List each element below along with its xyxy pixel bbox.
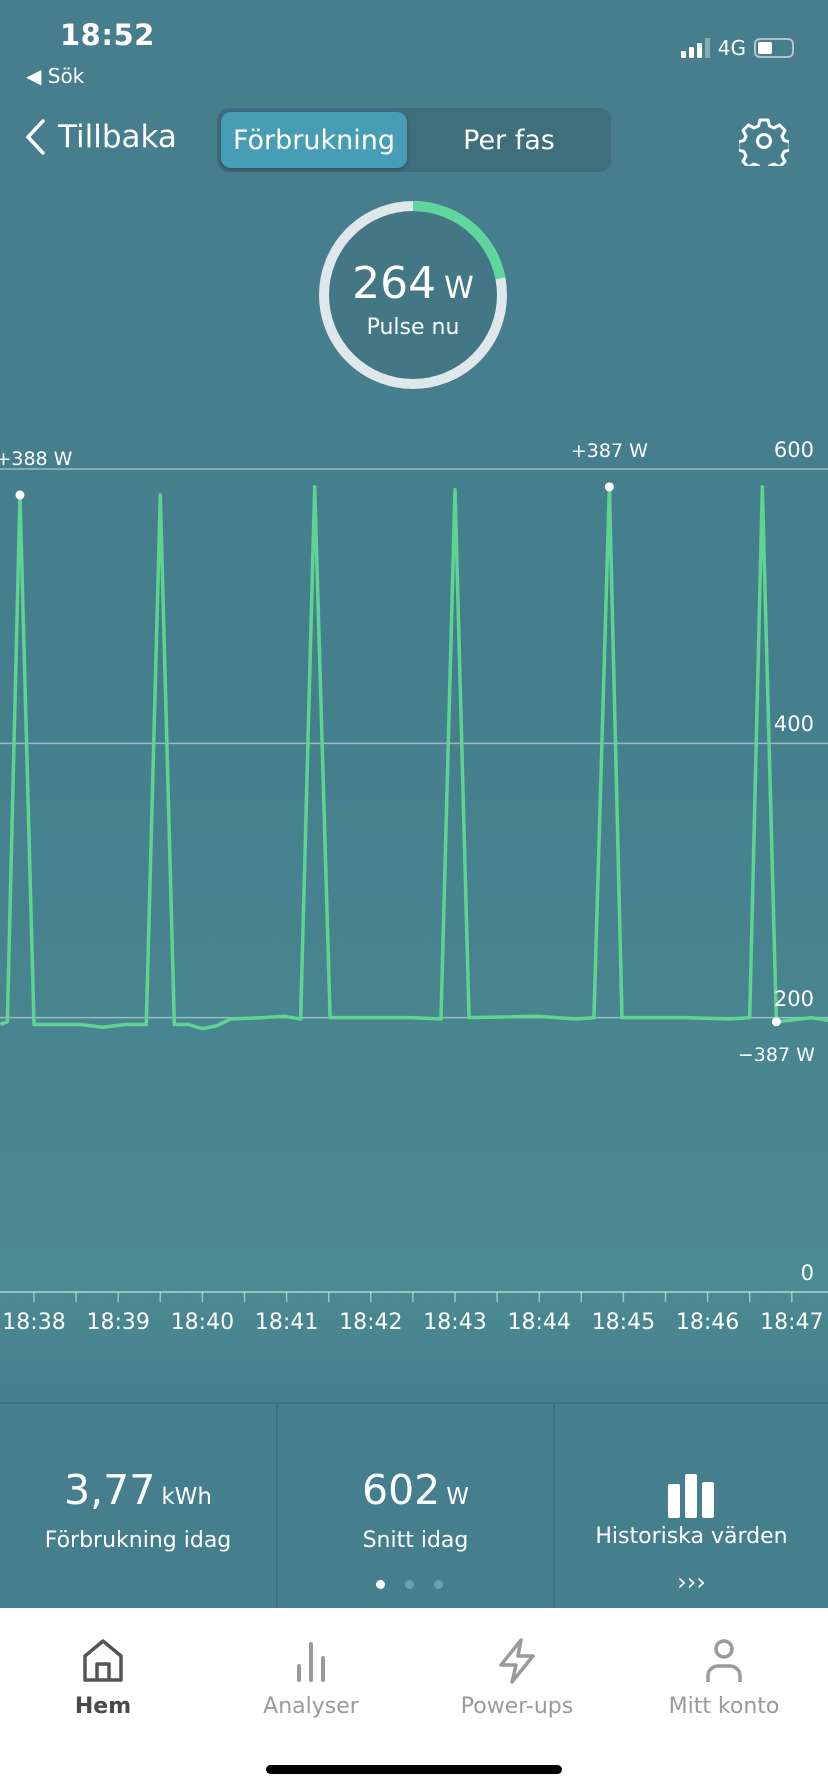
bar-chart-icon — [668, 1474, 714, 1518]
live-power-unit: W — [444, 271, 474, 306]
tab-label: Power-ups — [460, 1694, 574, 1719]
annotation-label: −387 W — [737, 1043, 815, 1066]
power-line — [0, 485, 828, 1031]
live-power-label: Pulse nu — [366, 315, 460, 340]
user-icon — [706, 1639, 742, 1682]
stat-value: 602 — [361, 1466, 441, 1514]
y-tick-label: 400 — [773, 712, 814, 737]
lightning-icon — [499, 1638, 535, 1684]
back-button[interactable]: Tillbaka — [24, 118, 177, 156]
view-segmented-control: Förbrukning Per fas — [217, 108, 611, 172]
power-chart[interactable] — [0, 0, 828, 1400]
stat-unit: W — [446, 1484, 469, 1510]
annotation-label: +388 W — [0, 448, 73, 471]
annotation-dot — [604, 482, 614, 492]
stat-label: Historiska värden — [595, 1524, 788, 1549]
signal-icon — [680, 38, 710, 58]
home-icon — [83, 1639, 123, 1682]
battery-icon — [754, 38, 794, 58]
y-tick-label: 0 — [800, 1261, 814, 1285]
y-tick-label: 200 — [773, 986, 814, 1011]
home-indicator[interactable] — [266, 1765, 562, 1774]
back-app-label: Sök — [47, 64, 85, 88]
page-indicator[interactable] — [376, 1580, 443, 1589]
x-tick-label: 18:40 — [170, 1310, 235, 1335]
annotation-label: +387 W — [570, 439, 648, 462]
x-tick-label: 18:41 — [254, 1310, 319, 1335]
tab-bar: Hem Analyser Power-ups Mitt konto — [0, 1608, 828, 1792]
x-tick-label: 18:47 — [760, 1310, 824, 1335]
x-tick-label: 18:42 — [339, 1310, 403, 1335]
x-tick-label: 18:44 — [507, 1310, 571, 1335]
annotation-dot — [771, 1017, 781, 1027]
divider — [276, 1404, 278, 1610]
x-tick-label: 18:39 — [86, 1310, 150, 1335]
analytics-icon — [297, 1642, 325, 1682]
live-power-readout: 264 W Pulse nu — [313, 258, 513, 340]
stat-label: Förbrukning idag — [44, 1528, 232, 1553]
page-dot[interactable] — [434, 1580, 443, 1589]
stat-consumption-today: 3,77 kWh Förbrukning idag — [0, 1404, 276, 1610]
ring-progress-arc — [319, 201, 507, 389]
live-power-ring — [319, 201, 507, 389]
stats-panel: 3,77 kWh Förbrukning idag 602 W Snitt idag… — [0, 1402, 828, 1610]
tab-hem[interactable]: Hem — [3, 1638, 203, 1719]
back-label: Tillbaka — [58, 119, 177, 155]
tab-analyser[interactable]: Analyser — [211, 1638, 411, 1719]
stat-average-today: 602 W Snitt idag — [278, 1404, 553, 1610]
tab-power-ups[interactable]: Power-ups — [417, 1638, 617, 1719]
gear-icon[interactable] — [739, 116, 789, 166]
tab-label: Hem — [74, 1694, 132, 1719]
chevron-left-icon — [25, 119, 45, 155]
historical-values-button[interactable]: Historiska värden ››› — [555, 1404, 828, 1610]
segment-forbrukning[interactable]: Förbrukning — [221, 112, 407, 168]
stat-unit: kWh — [161, 1484, 212, 1510]
x-tick-label: 18:43 — [423, 1310, 487, 1335]
tab-mitt-konto[interactable]: Mitt konto — [624, 1638, 824, 1719]
tab-label: Analyser — [263, 1694, 359, 1719]
network-label: 4G — [717, 36, 746, 60]
stat-label: Snitt idag — [362, 1528, 469, 1553]
status-time: 18:52 — [60, 18, 155, 52]
page-dot[interactable] — [405, 1580, 414, 1589]
x-tick-label: 18:38 — [2, 1310, 66, 1335]
annotation-dot — [15, 490, 25, 500]
back-to-app-link[interactable]: ◀ Sök — [26, 64, 85, 88]
page-dot[interactable] — [376, 1580, 385, 1589]
stat-value: 3,77 — [64, 1466, 156, 1514]
tab-label: Mitt konto — [668, 1694, 780, 1719]
x-tick-label: 18:46 — [675, 1310, 740, 1335]
live-power-value: 264 — [352, 258, 437, 309]
status-indicators: 4G — [680, 36, 794, 60]
y-tick-label: 600 — [773, 438, 814, 462]
chevrons-right-icon: ››› — [677, 1568, 706, 1596]
segment-per-fas[interactable]: Per fas — [463, 124, 555, 156]
x-tick-label: 18:45 — [591, 1310, 656, 1335]
divider — [553, 1404, 555, 1610]
